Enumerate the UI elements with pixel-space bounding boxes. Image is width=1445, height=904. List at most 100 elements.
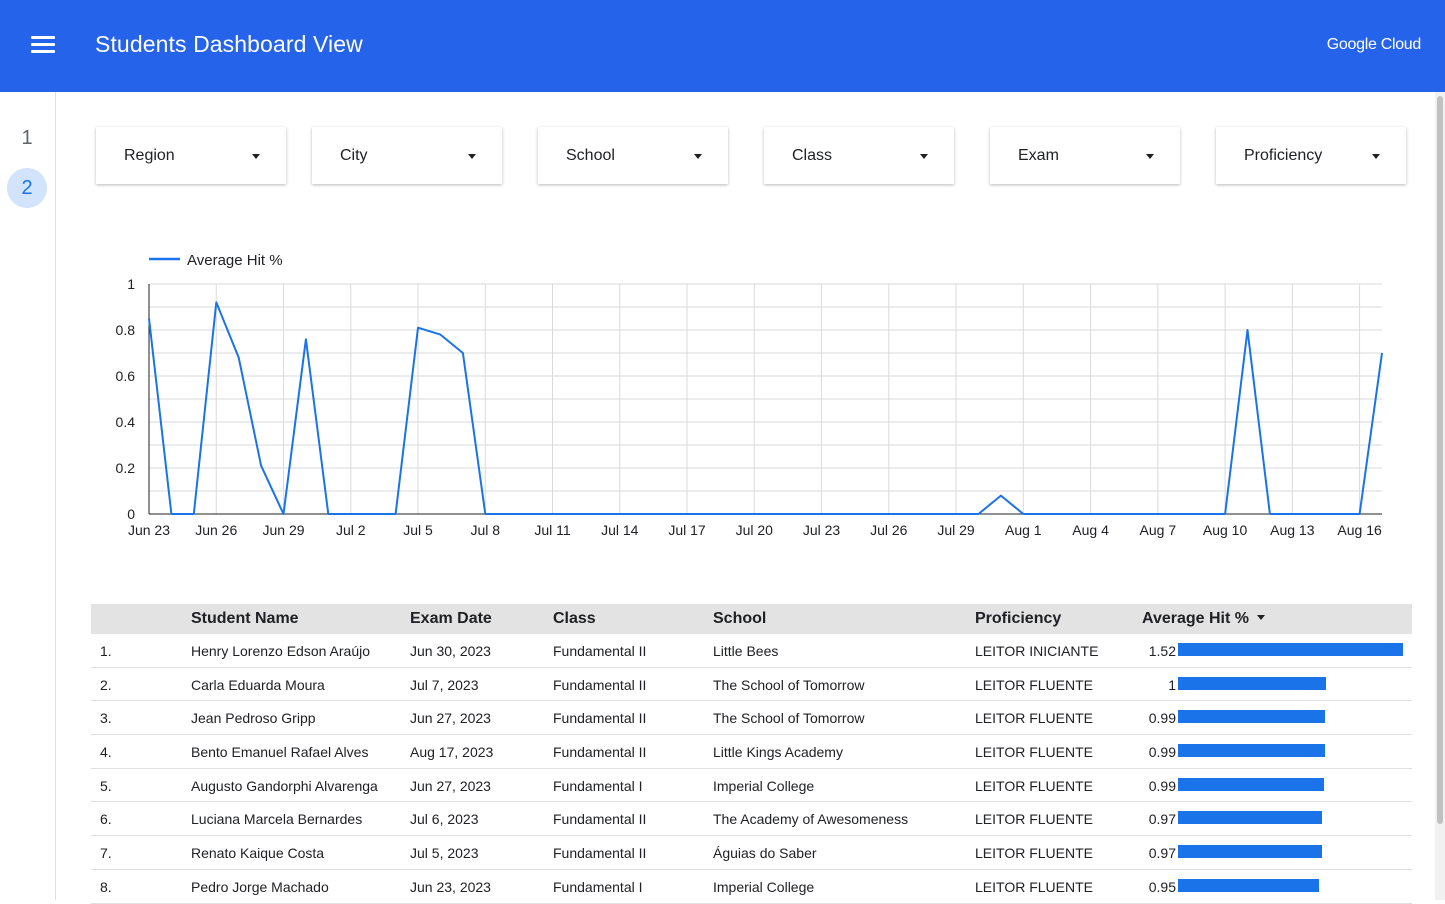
dropdown-arrow-icon — [468, 154, 476, 159]
exam-date-cell: Jun 27, 2023 — [410, 777, 491, 794]
proficiency-filter-dropdown[interactable]: Proficiency — [1216, 127, 1406, 184]
x-tick-label: Jul 8 — [470, 522, 500, 538]
exam-date-cell: Jul 6, 2023 — [410, 811, 479, 828]
class-cell: Fundamental II — [553, 811, 647, 828]
table-row[interactable]: 3. Jean Pedroso Gripp Jun 27, 2023 Fundamen… — [91, 701, 1412, 736]
student-name-cell: Luciana Marcela Bernardes — [191, 811, 363, 828]
x-tick-label: Jul 5 — [403, 522, 433, 538]
x-tick-label: Aug 10 — [1203, 522, 1248, 538]
exam-filter-dropdown[interactable]: Exam — [990, 127, 1180, 184]
average-hit-bar — [1178, 643, 1403, 656]
exam-date-cell: Aug 17, 2023 — [410, 744, 494, 761]
x-tick-label: Jul 14 — [601, 522, 639, 538]
average-hit-bar — [1178, 744, 1325, 758]
exam-date-cell: Jul 7, 2023 — [410, 676, 479, 693]
row-index: 4. — [100, 744, 112, 761]
hamburger-menu-icon[interactable] — [28, 30, 58, 60]
dropdown-arrow-icon — [920, 154, 928, 159]
proficiency-cell: LEITOR FLUENTE — [975, 744, 1093, 761]
school-cell: Imperial College — [713, 878, 815, 895]
column-header-average-hit[interactable]: Average Hit % — [1142, 610, 1265, 628]
city-filter-label: City — [340, 147, 368, 164]
average-hit-header-label: Average Hit % — [1142, 610, 1249, 627]
class-cell: Fundamental I — [553, 777, 643, 794]
exam-date-cell: Jun 30, 2023 — [410, 643, 491, 659]
average-hit-bar — [1178, 777, 1324, 791]
scrollbar-thumb[interactable] — [1437, 96, 1443, 824]
average-hit-value: 0.99 — [1148, 744, 1176, 761]
x-tick-label: Aug 7 — [1140, 522, 1177, 538]
average-hit-value: 1 — [1168, 676, 1176, 693]
region-filter-label: Region — [124, 147, 175, 164]
table-row[interactable]: 5. Augusto Gandorphi Alvarenga Jun 27, 202… — [91, 769, 1412, 803]
table-row[interactable]: 7. Renato Kaique Costa Jul 5, 2023 Fundamen… — [91, 836, 1412, 870]
x-tick-label: Aug 13 — [1270, 522, 1315, 538]
y-tick-label: 0.2 — [116, 460, 136, 476]
column-header-proficiency[interactable]: Proficiency — [975, 610, 1062, 627]
google-cloud-logo: Google Cloud — [1326, 36, 1422, 53]
page-2-button[interactable]: 2 — [7, 168, 47, 208]
school-cell: Imperial College — [713, 777, 815, 794]
exam-date-cell: Jul 5, 2023 — [410, 845, 479, 862]
sort-descending-icon[interactable] — [1257, 615, 1265, 620]
student-name-cell: Pedro Jorge Machado — [191, 878, 329, 895]
average-hit-value: 0.99 — [1148, 710, 1176, 727]
page-title: Students Dashboard View — [95, 31, 363, 57]
row-index: 8. — [100, 878, 112, 895]
column-header-student-name[interactable]: Student Name — [191, 610, 299, 627]
table-row[interactable]: 8. Pedro Jorge Machado Jun 23, 2023 Fundame… — [91, 870, 1412, 904]
average-hit-value: 1.52 — [1148, 643, 1176, 659]
average-hit-bar — [1178, 878, 1319, 892]
proficiency-cell: LEITOR FLUENTE — [975, 777, 1093, 794]
class-filter-dropdown[interactable]: Class — [764, 127, 954, 184]
x-tick-label: Jul 20 — [736, 522, 774, 538]
student-name-cell: Renato Kaique Costa — [191, 845, 325, 862]
column-header-exam-date[interactable]: Exam Date — [410, 610, 492, 627]
students-table: Student Name Exam Date Class School Prof… — [91, 604, 1412, 904]
x-tick-label: Aug 4 — [1072, 522, 1109, 538]
y-tick-label: 1 — [127, 276, 135, 292]
page-1-button[interactable]: 1 — [21, 127, 33, 149]
student-name-cell: Jean Pedroso Gripp — [191, 710, 316, 727]
series-line-average-hit — [148, 301, 1383, 515]
exam-filter-label: Exam — [1018, 147, 1059, 164]
x-tick-label: Jul 26 — [870, 522, 908, 538]
x-tick-label: Jul 17 — [668, 522, 706, 538]
average-hit-value: 0.95 — [1148, 878, 1176, 895]
city-filter-dropdown[interactable]: City — [312, 127, 502, 184]
region-filter-dropdown[interactable]: Region — [96, 127, 286, 184]
x-tick-label: Jun 26 — [195, 522, 237, 538]
x-tick-label: Jun 23 — [128, 522, 170, 538]
x-tick-label: Jul 2 — [336, 522, 366, 538]
average-hit-value: 0.97 — [1148, 811, 1176, 828]
proficiency-cell: LEITOR FLUENTE — [975, 676, 1093, 693]
average-hit-bar — [1178, 676, 1327, 690]
row-index: 5. — [100, 777, 112, 794]
average-hit-bar — [1178, 710, 1325, 724]
vertical-scrollbar[interactable] — [1435, 92, 1445, 900]
column-header-class[interactable]: Class — [553, 610, 596, 627]
page-navigation-rail: 1 2 — [0, 92, 56, 900]
table-header-row: Student Name Exam Date Class School Prof… — [91, 604, 1412, 634]
table-row[interactable]: 6. Luciana Marcela Bernardes Jul 6, 2023 Fu… — [91, 802, 1412, 837]
column-header-school[interactable]: School — [713, 610, 767, 627]
student-name-cell: Augusto Gandorphi Alvarenga — [191, 777, 378, 794]
x-tick-label: Jul 23 — [803, 522, 841, 538]
table-row[interactable]: 4. Bento Emanuel Rafael Alves Aug 17, 2023… — [91, 735, 1412, 769]
average-hit-bar — [1178, 811, 1322, 825]
dropdown-arrow-icon — [1372, 154, 1380, 159]
legend-label: Average Hit % — [187, 252, 283, 269]
class-cell: Fundamental II — [553, 845, 647, 862]
x-tick-label: Jul 11 — [534, 522, 571, 538]
x-tick-label: Aug 1 — [1005, 522, 1042, 538]
class-cell: Fundamental II — [553, 676, 647, 693]
student-name-cell: Bento Emanuel Rafael Alves — [191, 744, 369, 761]
x-tick-label: Jul 29 — [937, 522, 975, 538]
school-cell: Little Bees — [713, 643, 779, 659]
average-hit-value: 0.97 — [1148, 845, 1176, 862]
table-row[interactable]: 1. Henry Lorenzo Edson Araújo Jun 30, 2023… — [91, 634, 1412, 668]
class-cell: Fundamental I — [553, 878, 643, 895]
school-filter-dropdown[interactable]: School — [538, 127, 728, 184]
class-cell: Fundamental II — [553, 744, 647, 761]
table-row[interactable]: 2. Carla Eduarda Moura Jul 7, 2023 Fundamen… — [91, 668, 1412, 702]
